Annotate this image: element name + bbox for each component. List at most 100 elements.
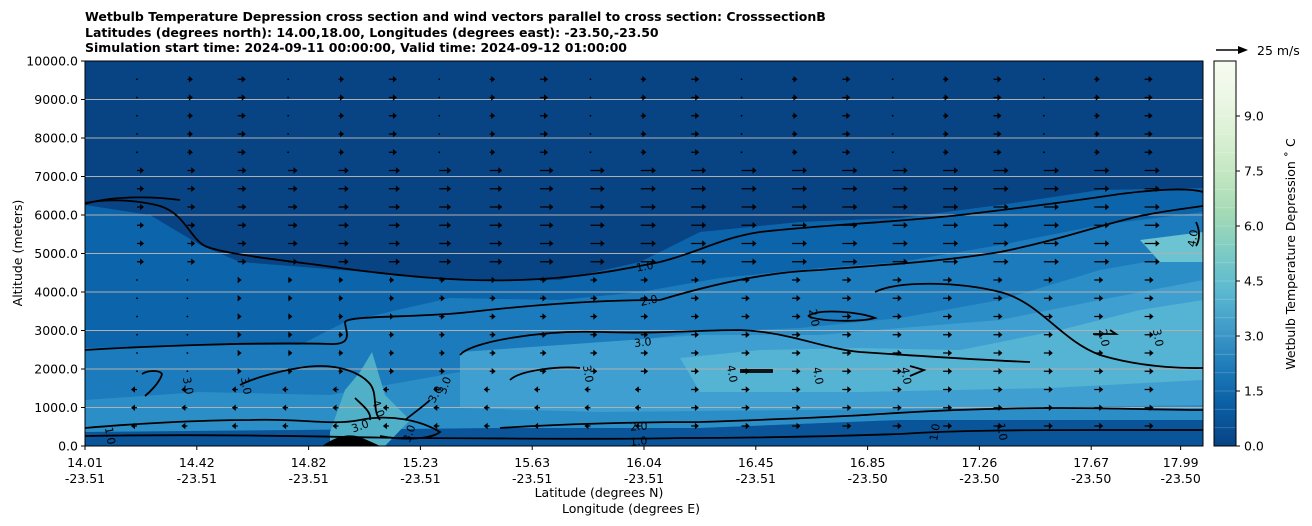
colorbar-tick-label: 3.0 [1244,329,1264,344]
x-axis: 14.01-23.5114.42-23.5114.82-23.5115.23-2… [65,446,1201,486]
wind-vector [993,295,1003,302]
wind-vector [288,331,293,338]
contour-label: 3.0 [350,417,371,435]
wind-vector [131,386,137,393]
wind-vector [288,167,298,174]
contour-label: 4.0 [898,366,914,385]
wind-vector [943,203,959,211]
x-tick-label-lat: 17.26 [962,455,998,470]
contour-label: 1.0 [102,426,118,445]
wind-vector [1144,313,1154,320]
wind-vector [1043,167,1059,174]
wind-vector [388,130,397,138]
wind-vector [791,313,801,320]
wind-vector [131,422,137,430]
wind-vector [489,313,496,320]
wind-vector [892,203,908,211]
wind-vector [136,78,138,81]
wind-vector [892,404,902,411]
wind-vector [589,151,592,154]
x-tick-label-lat: 16.04 [626,455,662,470]
wind-vector [237,240,247,247]
x-axis-label-lat: Latitude (degrees N) [535,485,664,500]
wind-vector [540,258,554,265]
wind-vector [1144,76,1153,83]
wind-vector [640,349,649,357]
wind-vector [993,422,1003,430]
wind-vector [338,130,345,138]
wind-vector [791,386,801,393]
wind-vector [288,222,298,229]
title-line-1: Wetbulb Temperature Depression cross sec… [85,9,826,24]
wind-vector [186,333,189,336]
y-tick-label: 4000.0 [34,285,78,300]
wind-vector [439,203,452,211]
wind-vector [892,258,908,265]
wind-vector [1043,185,1059,192]
wind-vector [584,404,591,411]
x-tick-label-lon: -23.51 [400,471,440,486]
wind-vector [1043,276,1053,284]
wind-vector [237,130,246,138]
wind-vector [540,222,554,229]
wind-vector [842,185,858,192]
wind-vector [691,185,707,192]
wind-vector [993,222,1009,229]
wind-vector [691,276,699,284]
wind-vector [1094,386,1104,393]
contour-label: 4.0 [369,398,387,419]
y-tick-label: 5000.0 [34,246,78,261]
wind-vector [634,386,641,393]
contour-line-7 [509,366,581,381]
wind-vector [741,258,757,265]
wind-vector [338,222,349,229]
wind-vector [287,151,290,154]
wind-vector [540,313,547,320]
wind-vector [590,313,598,320]
wind-vector [131,404,137,411]
wind-vector [388,331,395,338]
wind-vector [338,149,345,156]
wind-vector [691,368,699,375]
wind-vector [433,386,440,393]
wind-vector [540,112,549,119]
wind-vector [1144,349,1154,357]
wind-vector [540,276,547,284]
wind-vector [892,295,902,302]
contour-line-18 [404,399,431,421]
x-tick-label-lat: 14.01 [67,455,103,470]
wind-vector [1043,240,1059,247]
wind-vector [540,149,549,156]
x-tick-label-lon: -23.51 [177,471,217,486]
wind-vector [993,76,1002,83]
wind-vector [332,386,339,393]
wind-vector [1094,368,1104,375]
title-line-3: Simulation start time: 2024-09-11 00:00:… [85,40,627,55]
wind-vector [338,276,344,284]
contour-line-10 [909,365,927,377]
contour-labels: 1.0 2.0 3.0 2.0 3.0 4.0 4.0 4.0 2.0 3.0 … [102,229,1201,449]
wind-vector [338,331,344,338]
title-line-2: Latitudes (degrees north): 14.00,18.00, … [85,24,659,40]
wind-vector [842,167,858,174]
contour-label: 4.0 [810,366,826,385]
wind-vector [338,167,349,174]
wind-vector [691,240,707,247]
contour-line-14 [85,416,442,440]
wind-vector [993,313,1003,320]
wind-vector [791,149,798,156]
wind-vector [489,331,496,338]
wind-vector [439,240,452,247]
wind-vector [741,422,750,430]
wind-vector [489,130,496,138]
contour-label: 1.0 [927,423,943,442]
wind-vector [892,222,908,229]
wind-vector [237,112,246,119]
wind-vector [540,130,549,138]
wind-vector [433,422,440,430]
wind-vector [137,203,144,211]
x-tick-label-lat: 15.23 [403,455,439,470]
wind-vector [388,185,400,192]
wind-vector [993,386,1003,393]
